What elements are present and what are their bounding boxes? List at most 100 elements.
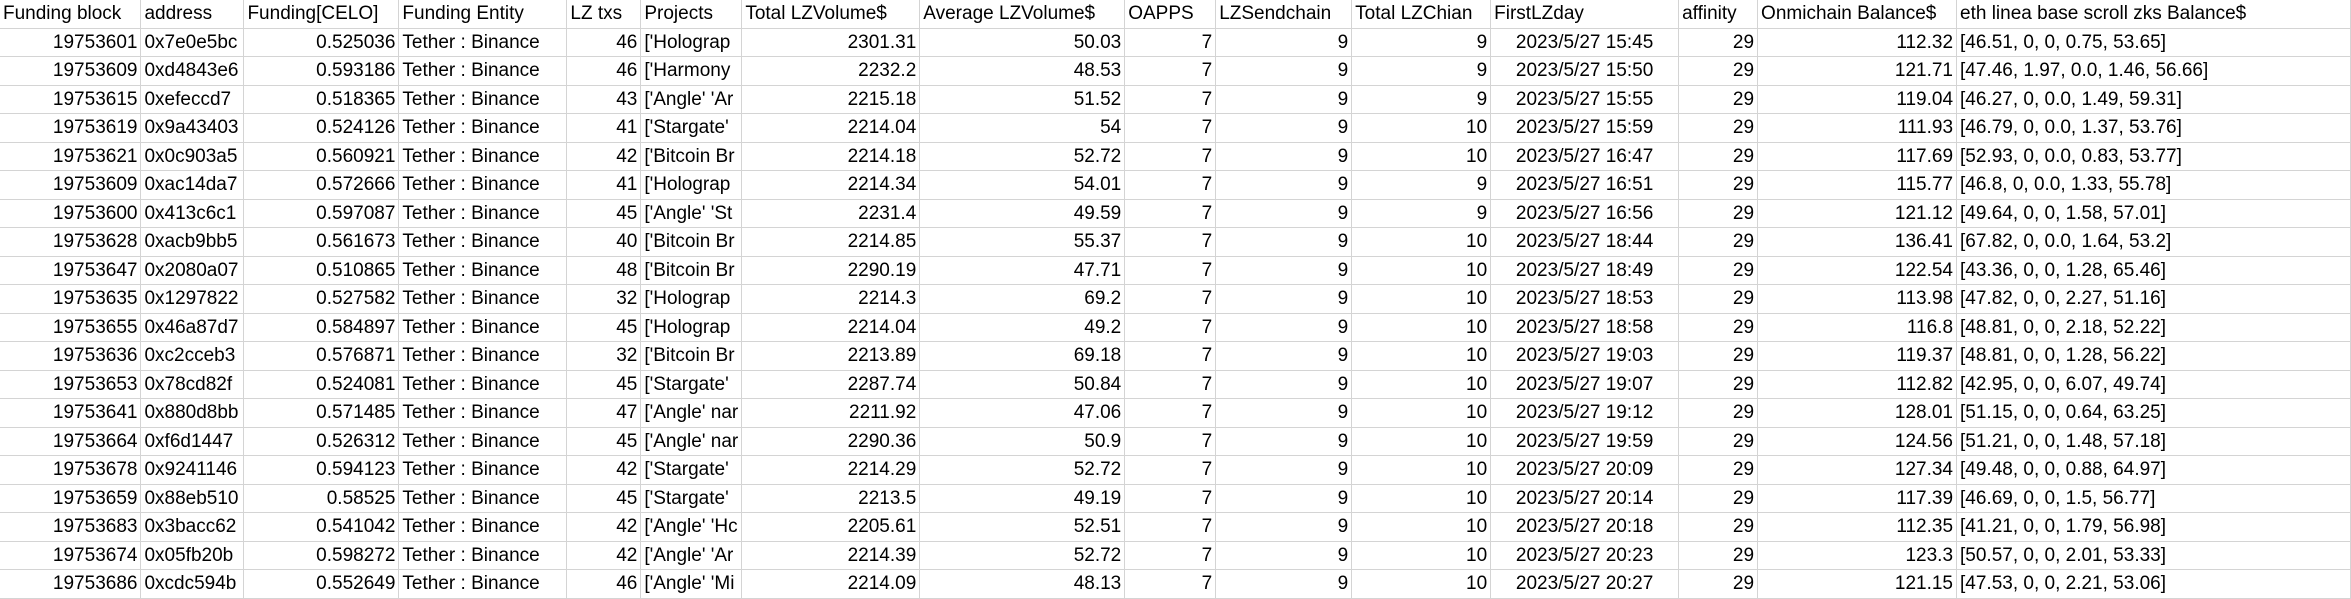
projects-cell[interactable]: ['Holograp xyxy=(640,28,743,57)
address-cell[interactable]: 0x7e0e5bc xyxy=(140,28,245,57)
onmichain-balance-cell[interactable]: 123.3 xyxy=(1757,541,1958,570)
funding-block-cell[interactable]: 19753641 xyxy=(0,398,142,428)
projects-cell[interactable]: ['Stargate' xyxy=(640,484,743,513)
lz-txs-cell[interactable]: 47 xyxy=(566,398,642,428)
affinity-cell[interactable]: 29 xyxy=(1678,85,1759,114)
funding-block-cell[interactable]: 19753653 xyxy=(0,370,142,399)
chain-balances-cell[interactable]: [46.69, 0, 0, 1.5, 56.77] xyxy=(1956,484,2351,513)
lzsendchain-cell[interactable]: 9 xyxy=(1215,256,1353,285)
chain-balances-cell[interactable]: [47.82, 0, 0, 2.27, 51.16] xyxy=(1956,284,2351,314)
oapps-cell[interactable]: 7 xyxy=(1124,541,1217,570)
funding-celo-cell[interactable]: 0.597087 xyxy=(243,199,400,228)
header-cell[interactable]: Funding Entity xyxy=(398,0,568,29)
lzsendchain-cell[interactable]: 9 xyxy=(1215,199,1353,228)
projects-cell[interactable]: ['Bitcoin Br xyxy=(640,227,743,257)
onmichain-balance-cell[interactable]: 121.12 xyxy=(1757,199,1958,228)
total-lzchian-cell[interactable]: 10 xyxy=(1351,484,1492,513)
projects-cell[interactable]: ['Holograp xyxy=(640,313,743,342)
funding-celo-cell[interactable]: 0.58525 xyxy=(243,484,400,513)
address-cell[interactable]: 0x0c903a5 xyxy=(140,142,245,171)
funding-celo-cell[interactable]: 0.584897 xyxy=(243,313,400,342)
onmichain-balance-cell[interactable]: 112.82 xyxy=(1757,370,1958,399)
first-lzday-cell[interactable]: 2023/5/27 16:56 xyxy=(1490,199,1680,228)
first-lzday-cell[interactable]: 2023/5/27 18:53 xyxy=(1490,284,1680,314)
lzsendchain-cell[interactable]: 9 xyxy=(1215,113,1353,143)
header-cell[interactable]: FirstLZday xyxy=(1490,0,1680,29)
funding-block-cell[interactable]: 19753615 xyxy=(0,85,142,114)
chain-balances-cell[interactable]: [47.46, 1.97, 0.0, 1.46, 56.66] xyxy=(1956,56,2351,86)
projects-cell[interactable]: ['Holograp xyxy=(640,170,743,200)
total-lzchian-cell[interactable]: 10 xyxy=(1351,341,1492,371)
average-lzvolume-cell[interactable]: 48.13 xyxy=(919,569,1126,599)
address-cell[interactable]: 0x3bacc62 xyxy=(140,512,245,542)
lzsendchain-cell[interactable]: 9 xyxy=(1215,284,1353,314)
funding-celo-cell[interactable]: 0.526312 xyxy=(243,427,400,456)
affinity-cell[interactable]: 29 xyxy=(1678,541,1759,570)
header-cell[interactable]: Total LZVolume$ xyxy=(741,0,921,29)
average-lzvolume-cell[interactable]: 52.51 xyxy=(919,512,1126,542)
total-lzchian-cell[interactable]: 9 xyxy=(1351,170,1492,200)
onmichain-balance-cell[interactable]: 112.35 xyxy=(1757,512,1958,542)
chain-balances-cell[interactable]: [43.36, 0, 0, 1.28, 65.46] xyxy=(1956,256,2351,285)
total-lzvolume-cell[interactable]: 2214.85 xyxy=(741,227,921,257)
chain-balances-cell[interactable]: [48.81, 0, 0, 1.28, 56.22] xyxy=(1956,341,2351,371)
oapps-cell[interactable]: 7 xyxy=(1124,398,1217,428)
lzsendchain-cell[interactable]: 9 xyxy=(1215,341,1353,371)
projects-cell[interactable]: ['Harmony xyxy=(640,56,743,86)
funding-entity-cell[interactable]: Tether : Binance xyxy=(398,313,568,342)
funding-block-cell[interactable]: 19753678 xyxy=(0,455,142,485)
lz-txs-cell[interactable]: 45 xyxy=(566,370,642,399)
onmichain-balance-cell[interactable]: 121.71 xyxy=(1757,56,1958,86)
projects-cell[interactable]: ['Angle' 'St xyxy=(640,199,743,228)
total-lzchian-cell[interactable]: 10 xyxy=(1351,398,1492,428)
funding-block-cell[interactable]: 19753636 xyxy=(0,341,142,371)
affinity-cell[interactable]: 29 xyxy=(1678,142,1759,171)
funding-celo-cell[interactable]: 0.525036 xyxy=(243,28,400,57)
funding-celo-cell[interactable]: 0.593186 xyxy=(243,56,400,86)
total-lzchian-cell[interactable]: 10 xyxy=(1351,370,1492,399)
lz-txs-cell[interactable]: 45 xyxy=(566,199,642,228)
projects-cell[interactable]: ['Holograp xyxy=(640,284,743,314)
address-cell[interactable]: 0x9a43403 xyxy=(140,113,245,143)
chain-balances-cell[interactable]: [52.93, 0, 0.0, 0.83, 53.77] xyxy=(1956,142,2351,171)
header-cell[interactable]: OAPPS xyxy=(1124,0,1217,29)
header-cell[interactable]: Onmichain Balance$ xyxy=(1757,0,1958,29)
affinity-cell[interactable]: 29 xyxy=(1678,427,1759,456)
funding-celo-cell[interactable]: 0.594123 xyxy=(243,455,400,485)
total-lzchian-cell[interactable]: 9 xyxy=(1351,28,1492,57)
first-lzday-cell[interactable]: 2023/5/27 19:59 xyxy=(1490,427,1680,456)
total-lzvolume-cell[interactable]: 2231.4 xyxy=(741,199,921,228)
onmichain-balance-cell[interactable]: 119.04 xyxy=(1757,85,1958,114)
affinity-cell[interactable]: 29 xyxy=(1678,569,1759,599)
chain-balances-cell[interactable]: [48.81, 0, 0, 2.18, 52.22] xyxy=(1956,313,2351,342)
address-cell[interactable]: 0xcdc594b xyxy=(140,569,245,599)
onmichain-balance-cell[interactable]: 121.15 xyxy=(1757,569,1958,599)
funding-block-cell[interactable]: 19753619 xyxy=(0,113,142,143)
total-lzchian-cell[interactable]: 10 xyxy=(1351,569,1492,599)
total-lzchian-cell[interactable]: 10 xyxy=(1351,541,1492,570)
affinity-cell[interactable]: 29 xyxy=(1678,484,1759,513)
total-lzvolume-cell[interactable]: 2214.39 xyxy=(741,541,921,570)
oapps-cell[interactable]: 7 xyxy=(1124,313,1217,342)
total-lzchian-cell[interactable]: 10 xyxy=(1351,427,1492,456)
total-lzchian-cell[interactable]: 9 xyxy=(1351,56,1492,86)
oapps-cell[interactable]: 7 xyxy=(1124,427,1217,456)
lzsendchain-cell[interactable]: 9 xyxy=(1215,313,1353,342)
chain-balances-cell[interactable]: [46.27, 0, 0.0, 1.49, 59.31] xyxy=(1956,85,2351,114)
average-lzvolume-cell[interactable]: 51.52 xyxy=(919,85,1126,114)
header-cell[interactable]: Projects xyxy=(640,0,743,29)
average-lzvolume-cell[interactable]: 47.06 xyxy=(919,398,1126,428)
affinity-cell[interactable]: 29 xyxy=(1678,512,1759,542)
address-cell[interactable]: 0xefeccd7 xyxy=(140,85,245,114)
projects-cell[interactable]: ['Angle' 'Ar xyxy=(640,541,743,570)
average-lzvolume-cell[interactable]: 69.2 xyxy=(919,284,1126,314)
lzsendchain-cell[interactable]: 9 xyxy=(1215,569,1353,599)
funding-entity-cell[interactable]: Tether : Binance xyxy=(398,56,568,86)
oapps-cell[interactable]: 7 xyxy=(1124,484,1217,513)
funding-entity-cell[interactable]: Tether : Binance xyxy=(398,484,568,513)
header-cell[interactable]: eth linea base scroll zks Balance$ xyxy=(1956,0,2351,29)
oapps-cell[interactable]: 7 xyxy=(1124,170,1217,200)
chain-balances-cell[interactable]: [41.21, 0, 0, 1.79, 56.98] xyxy=(1956,512,2351,542)
chain-balances-cell[interactable]: [46.51, 0, 0, 0.75, 53.65] xyxy=(1956,28,2351,57)
total-lzvolume-cell[interactable]: 2213.5 xyxy=(741,484,921,513)
